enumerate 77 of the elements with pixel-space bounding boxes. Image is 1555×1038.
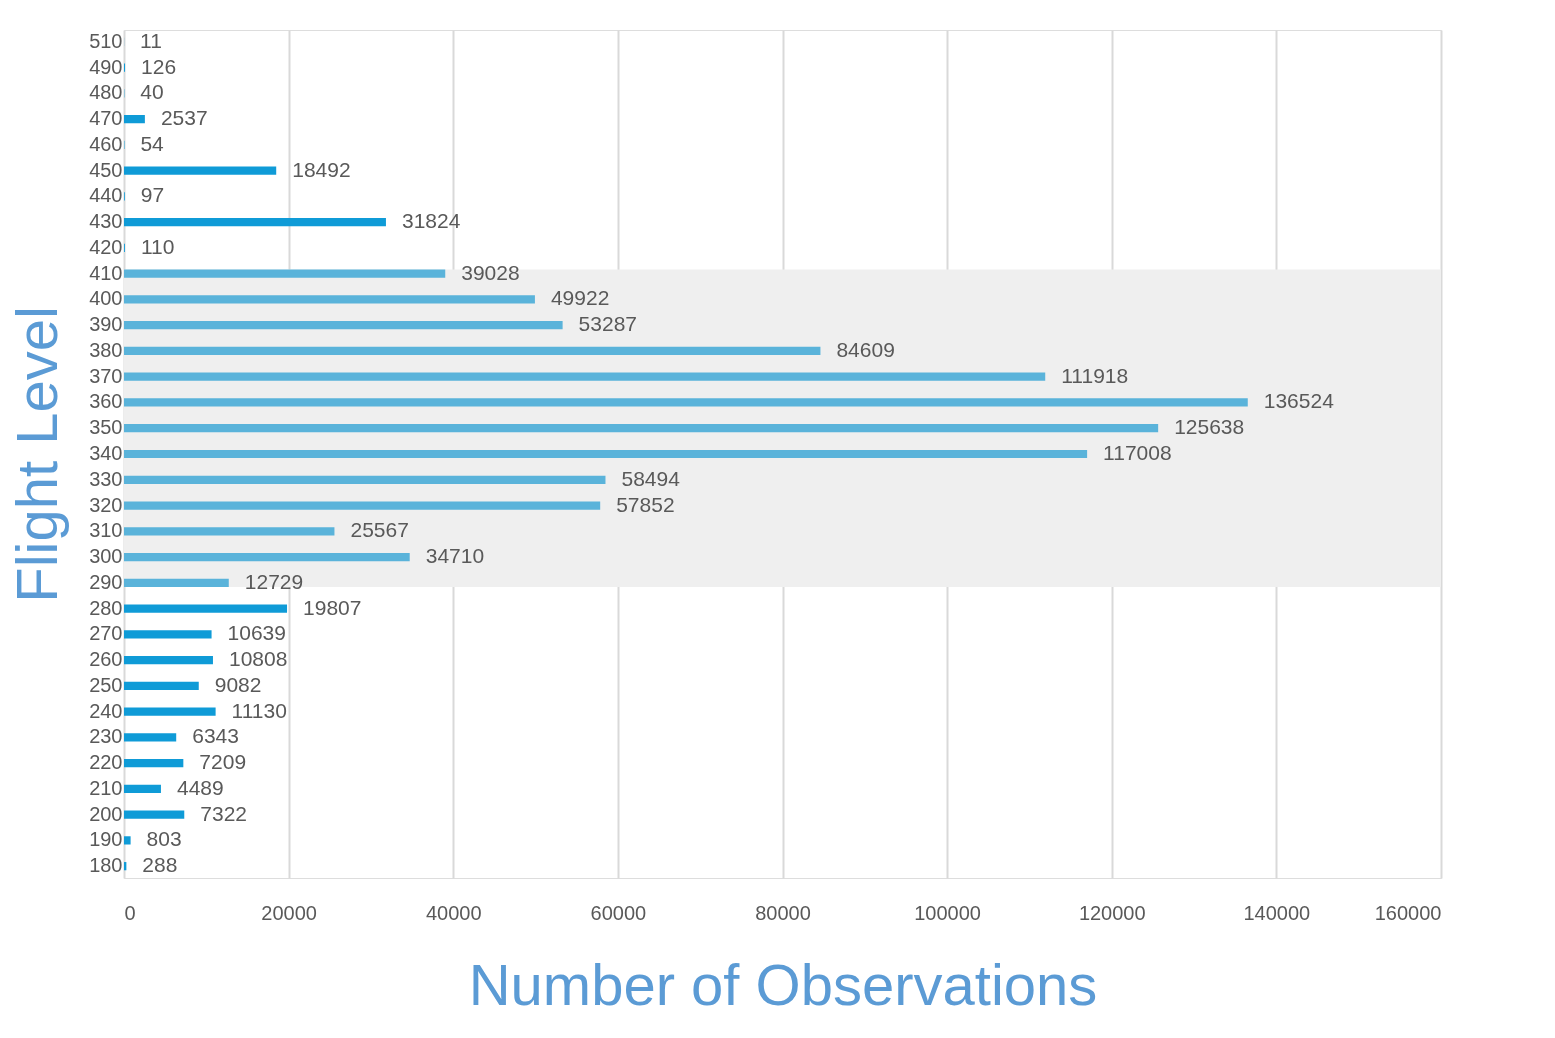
data-label: 18492 — [292, 157, 351, 181]
data-label: 53287 — [578, 312, 638, 336]
y-tick-label: 200 — [89, 802, 123, 825]
data-label: 31824 — [401, 209, 461, 233]
data-label: 10639 — [227, 621, 286, 645]
data-label: 25567 — [350, 518, 409, 542]
data-label: 110 — [140, 234, 175, 258]
y-tick-label: 440 — [89, 184, 123, 207]
x-axis-title: Number of Observations — [468, 951, 1098, 1017]
data-label: 4489 — [176, 775, 224, 799]
y-tick-label: 470 — [89, 107, 123, 130]
y-tick-label: 340 — [89, 442, 123, 464]
y-tick-label: 400 — [89, 287, 123, 310]
y-tick-label: 330 — [89, 467, 123, 490]
y-axis-title: Flight Level — [4, 306, 70, 603]
data-label: 803 — [146, 827, 182, 851]
x-tick-label: 120000 — [1078, 901, 1146, 924]
data-label: 39028 — [461, 260, 520, 284]
y-tick-label: 220 — [89, 751, 123, 774]
data-label: 2537 — [160, 106, 208, 130]
data-label: 19807 — [303, 595, 362, 619]
x-tick-label: 160000 — [1374, 901, 1442, 924]
y-tick-label: 250 — [89, 673, 123, 696]
y-tick-label: 380 — [89, 338, 123, 361]
x-tick-label: 0 — [124, 901, 136, 924]
y-tick-label: 210 — [89, 776, 123, 799]
y-tick-label: 190 — [89, 828, 123, 851]
data-label: 11 — [140, 28, 162, 52]
data-label: 97 — [140, 183, 165, 207]
data-label: 7209 — [199, 750, 247, 774]
y-tick-label: 320 — [89, 493, 123, 516]
y-tick-label: 240 — [89, 699, 123, 722]
x-tick-label: 60000 — [590, 901, 647, 924]
y-tick-label: 450 — [89, 158, 123, 181]
data-label: 54 — [140, 131, 165, 155]
y-tick-label: 430 — [89, 210, 123, 233]
y-tick-label: 490 — [89, 55, 123, 78]
data-label: 136524 — [1263, 389, 1335, 413]
x-tick-label: 100000 — [914, 901, 981, 924]
x-tick-label: 40000 — [425, 901, 482, 924]
data-label: 84609 — [836, 337, 895, 361]
y-tick-label: 290 — [89, 570, 123, 593]
y-tick-label: 410 — [89, 261, 123, 284]
data-label: 9082 — [214, 672, 262, 696]
data-label: 111918 — [1061, 363, 1129, 387]
data-label: 40 — [140, 80, 164, 104]
data-label: 117008 — [1103, 441, 1172, 464]
y-tick-label: 310 — [89, 519, 123, 542]
data-label: 58494 — [621, 466, 681, 490]
y-tick-label: 280 — [89, 596, 123, 619]
y-tick-label: 370 — [89, 364, 123, 387]
data-label: 6343 — [192, 724, 239, 748]
data-label: 288 — [142, 853, 178, 877]
x-tick-label: 140000 — [1243, 901, 1311, 924]
data-label: 49922 — [550, 286, 610, 310]
data-label: 7322 — [200, 801, 247, 825]
data-label: 126 — [141, 54, 177, 78]
data-label: 12729 — [244, 569, 304, 593]
data-label: 34710 — [425, 544, 485, 568]
y-tick-label: 230 — [89, 725, 123, 748]
y-tick-label: 350 — [89, 416, 123, 439]
data-label: 125638 — [1174, 415, 1245, 439]
data-label: 11130 — [231, 698, 287, 722]
x-tick-label: 20000 — [261, 901, 317, 924]
y-tick-label: 480 — [89, 81, 123, 104]
y-tick-label: 300 — [89, 545, 123, 568]
y-tick-label: 460 — [89, 132, 123, 155]
y-tick-label: 420 — [89, 235, 123, 258]
y-tick-label: 390 — [89, 313, 123, 336]
data-label: 10808 — [228, 647, 288, 671]
y-tick-label: 260 — [89, 648, 123, 671]
y-tick-label: 270 — [89, 622, 123, 645]
y-tick-label: 180 — [89, 854, 123, 877]
y-tick-label: 360 — [89, 390, 123, 413]
data-label: 57852 — [616, 492, 675, 516]
x-tick-label: 80000 — [755, 901, 811, 924]
y-tick-label: 510 — [89, 29, 123, 52]
